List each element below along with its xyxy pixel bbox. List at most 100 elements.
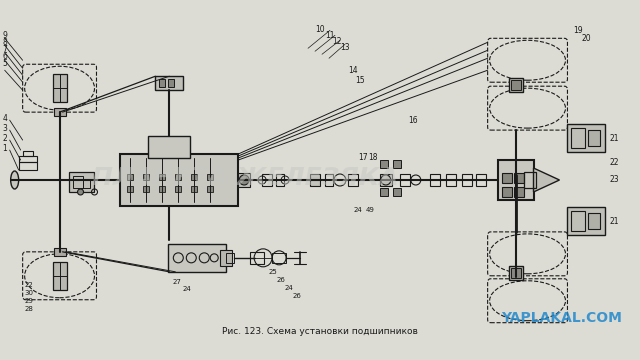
Text: 3: 3 [3,123,8,132]
Bar [156,76,183,90]
Bar [22,151,33,156]
Bar [191,186,197,192]
Bar [191,174,197,180]
Text: 22: 22 [25,282,33,288]
Text: 11: 11 [325,31,335,40]
Bar [19,156,36,162]
Text: ПЛАНЕТА ЖЕЛЕЗЯКА: ПЛАНЕТА ЖЕЛЕЗЯКА [92,166,399,190]
Bar [120,154,238,206]
Text: 29: 29 [25,298,33,304]
Bar [380,160,388,168]
Bar [127,186,133,192]
Bar [310,174,320,186]
Bar [513,173,524,183]
Ellipse shape [11,171,19,189]
Bar [250,252,264,264]
Bar [262,174,272,186]
Text: 2: 2 [3,134,8,143]
Text: YAPLAKAL.COM: YAPLAKAL.COM [501,311,622,325]
Bar [143,174,149,180]
Text: 4: 4 [3,114,8,123]
Bar [168,79,174,87]
Bar [175,174,181,180]
Bar [159,79,165,87]
Text: 6: 6 [3,52,8,61]
Bar [325,174,333,186]
Bar [380,188,388,196]
Text: 9: 9 [3,31,8,40]
Bar [572,211,586,231]
Text: 21: 21 [609,134,619,143]
Bar [207,186,213,192]
Text: 19: 19 [573,26,583,35]
Text: 16: 16 [408,116,417,125]
Text: 24: 24 [284,285,293,291]
Bar [524,172,536,188]
Bar [143,186,149,192]
Bar [52,262,67,290]
Bar [72,176,83,188]
Text: 1: 1 [3,144,8,153]
Bar [168,244,226,272]
Text: 28: 28 [25,306,33,312]
Text: 25: 25 [268,269,277,275]
Bar [509,78,522,92]
Bar [588,213,600,229]
Bar [238,173,250,187]
Bar [511,268,520,278]
Bar [588,130,600,146]
Bar [68,172,95,192]
Bar [207,174,213,180]
Text: 27: 27 [172,279,181,285]
Bar [220,250,232,266]
Bar [430,174,440,186]
Text: 24: 24 [182,286,191,292]
Bar [511,80,520,90]
Bar [502,187,511,197]
Circle shape [77,189,83,195]
Circle shape [239,175,249,185]
Bar [19,162,36,170]
Bar [226,253,234,263]
Bar [54,108,65,116]
Bar [276,174,284,186]
Polygon shape [534,168,559,192]
Bar [568,124,605,152]
Bar [272,253,286,263]
Text: 12: 12 [332,37,342,46]
Bar [380,174,392,186]
Bar [568,207,605,235]
Bar [175,186,181,192]
Text: 14: 14 [348,66,358,75]
Bar [445,174,456,186]
Bar [476,174,486,186]
Text: 18: 18 [368,153,378,162]
Text: 23: 23 [609,175,619,184]
Bar [148,136,190,158]
Text: 24: 24 [354,207,363,213]
Text: 26: 26 [292,293,301,299]
Text: 22: 22 [609,158,619,167]
Bar [348,174,358,186]
Text: 7: 7 [3,45,8,54]
Bar [393,160,401,168]
Text: 17: 17 [358,153,367,162]
Bar [502,173,511,183]
Text: 20: 20 [581,34,591,43]
Bar [513,187,524,197]
Bar [572,128,586,148]
Text: 13: 13 [340,43,349,52]
Bar [83,180,90,188]
Text: 49: 49 [366,207,375,213]
Text: 10: 10 [315,25,324,34]
Bar [400,174,410,186]
Text: 15: 15 [355,76,365,85]
Bar [54,248,65,256]
Text: 26: 26 [276,277,285,283]
Bar [127,174,133,180]
Text: 21: 21 [609,217,619,226]
Bar [159,186,165,192]
Bar [159,174,165,180]
Bar [393,188,401,196]
Text: Рис. 123. Схема установки подшипников: Рис. 123. Схема установки подшипников [222,327,418,336]
